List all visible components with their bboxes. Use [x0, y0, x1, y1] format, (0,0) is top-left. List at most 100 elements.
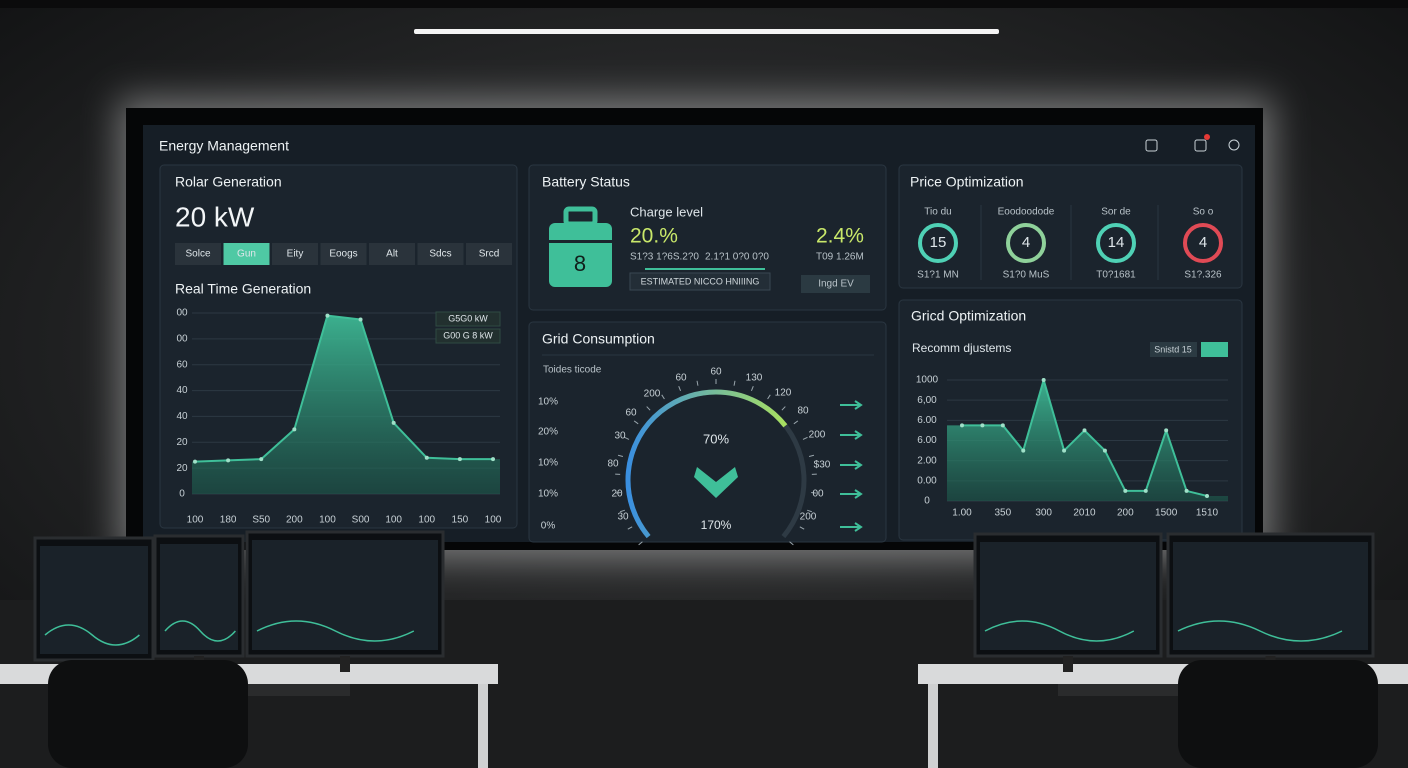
gauge: 60 30 80 20 30 200 60 60 130 120 80 200 $30 00 200 10% 2… — [538, 367, 863, 546]
gauge-tick — [789, 541, 794, 546]
point — [292, 427, 297, 432]
gauge-label: 120 — [775, 388, 792, 399]
x-tick-label: 100 — [385, 515, 402, 526]
detail: S1?3 1?6S.2?0 — [630, 252, 699, 263]
x-tick-label: 200 — [286, 515, 303, 526]
desk-leg — [928, 684, 938, 768]
tab-label[interactable]: Alt — [386, 249, 398, 260]
notification-dot — [1204, 134, 1210, 140]
side-value: 2.4% — [816, 225, 864, 248]
tab[interactable] — [272, 243, 318, 265]
icon — [1228, 139, 1240, 151]
gauge-tick — [799, 526, 805, 530]
chart-subtitle: Recomm djustems — [912, 341, 1011, 355]
gauge-tick — [733, 380, 736, 386]
side-label: 0% — [541, 521, 556, 532]
tab-label[interactable]: Eoogs — [329, 249, 357, 260]
gauge-label: 200 — [644, 389, 661, 400]
detail: T09 1.26M — [816, 252, 864, 263]
area — [947, 380, 1228, 501]
estimate-box — [629, 272, 771, 291]
y-tick-label: 1000 — [916, 375, 939, 386]
arrow — [840, 460, 863, 470]
gauge-icon — [694, 467, 738, 498]
detail: 2.1?1 0?0 0?0 — [705, 252, 769, 263]
tab-label[interactable]: Eity — [287, 249, 304, 260]
tab[interactable] — [417, 243, 464, 265]
tab[interactable] — [223, 243, 270, 265]
gauge-label: $30 — [814, 460, 831, 471]
subtitle: Toides ticode — [543, 365, 602, 376]
gauge-label: 20 — [611, 489, 623, 500]
gauge-tick — [624, 436, 630, 440]
y-tick-label: 6.00 — [917, 415, 937, 426]
monitor-stand — [1063, 656, 1073, 672]
tabs: Solce Gun Eity Eoogs Alt Sdcs Srcd — [175, 243, 512, 265]
button-label[interactable]: Ingd EV — [818, 279, 854, 290]
monitor-chart — [984, 620, 1135, 642]
x-tick-label: S50 — [252, 515, 270, 526]
point — [1184, 488, 1189, 493]
monitor-stand — [340, 656, 350, 672]
price-ring — [1096, 223, 1136, 263]
side-label: 20% — [538, 427, 558, 438]
tab-label[interactable]: Solce — [185, 249, 210, 260]
button-label[interactable]: Snistd 15 — [1154, 344, 1192, 354]
side-label: 10% — [538, 489, 558, 500]
gauge-label: 30 — [617, 512, 629, 523]
button[interactable] — [801, 275, 870, 293]
y-tick-label: 0 — [179, 489, 185, 500]
y-tick-label: 00 — [176, 333, 188, 344]
ceiling — [0, 0, 1408, 8]
gauge-tick — [767, 394, 771, 400]
monitor-chart — [1177, 620, 1343, 642]
charge-label: Charge level — [630, 204, 703, 219]
gauge-tick — [646, 406, 651, 411]
price-value: 4 — [1199, 234, 1207, 251]
monitor-chart — [44, 624, 140, 646]
tab-label[interactable]: Sdcs — [429, 249, 451, 260]
price-ring — [918, 223, 958, 263]
gauge-tick — [806, 509, 813, 513]
tab[interactable] — [320, 243, 367, 265]
x-tick-label: 100 — [187, 515, 204, 526]
button[interactable] — [1150, 342, 1197, 357]
x-tick-label: S00 — [352, 515, 370, 526]
panel — [528, 321, 887, 543]
icon — [1145, 139, 1158, 152]
gauge-label: 130 — [746, 373, 763, 384]
point — [1123, 488, 1128, 493]
gauge-tick — [811, 492, 817, 494]
gauge-tick — [696, 380, 699, 386]
button[interactable] — [1201, 342, 1228, 357]
keyboard — [1058, 684, 1178, 696]
arrow — [840, 400, 863, 410]
gauge-tick — [615, 492, 621, 494]
y-tick-label: 2.00 — [917, 455, 937, 466]
y-tick-label: 20 — [176, 437, 188, 448]
x-tick-label: 150 — [452, 515, 469, 526]
tab[interactable] — [369, 243, 415, 265]
tab[interactable] — [466, 243, 512, 265]
price-sub: S1?0 MuS — [1003, 270, 1050, 281]
tab-label[interactable]: Gun — [237, 249, 256, 260]
point — [1143, 488, 1148, 493]
gauge-tick — [781, 406, 786, 411]
gauge-tick — [633, 420, 639, 425]
point — [1041, 378, 1046, 382]
point — [325, 313, 330, 318]
chair — [48, 660, 248, 768]
legend-box — [435, 328, 501, 344]
price-items: Tio du 15 S1?1 MN Eoodoodode 4 S1?0 MuS Sor de… — [917, 205, 1223, 281]
area — [192, 315, 500, 494]
gauge-bottom: 170% — [701, 518, 732, 532]
gauge-label: 80 — [607, 459, 619, 470]
tab[interactable] — [175, 243, 221, 265]
arrow — [840, 522, 863, 532]
gauge-value: 70% — [703, 431, 729, 446]
tab-label[interactable]: Srcd — [479, 249, 500, 260]
point — [1000, 423, 1005, 428]
y-tick-label: 6,00 — [917, 395, 937, 406]
